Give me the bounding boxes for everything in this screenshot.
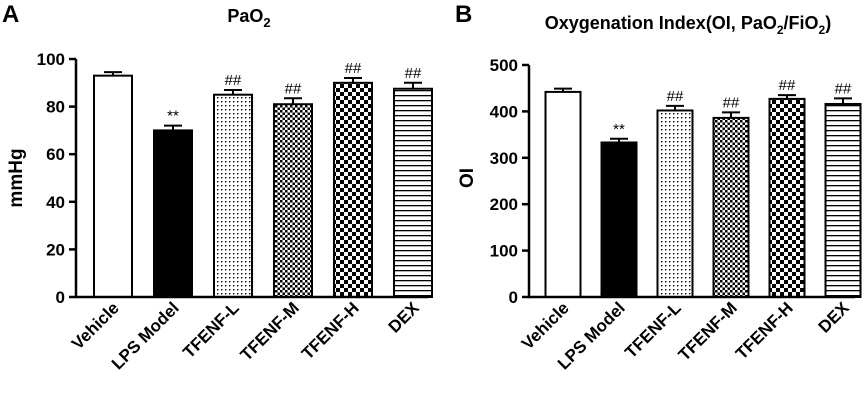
panel-letter-a: A <box>2 1 19 28</box>
axes-a <box>74 59 428 299</box>
y-tick-label-b-1: 100 <box>490 242 518 261</box>
y-tick-label-b-0: 0 <box>509 288 518 307</box>
bar-a-1 <box>153 129 193 298</box>
bar-b-0 <box>544 90 582 298</box>
y-tick-label-a-1: 20 <box>46 240 65 259</box>
y-tick-label-b-2: 200 <box>490 195 518 214</box>
y-axis-label-a: mmHg <box>6 148 27 207</box>
significance-label-b-5: ## <box>835 80 852 97</box>
panel-letter-b: B <box>455 1 472 28</box>
significance-label-a-2: ## <box>225 72 242 89</box>
x-tick-label-a-0: Vehicle <box>68 298 123 353</box>
y-tick-label-b-4: 400 <box>490 102 518 121</box>
significance-label-a-5: ## <box>405 65 422 82</box>
bar-b-3 <box>712 116 750 298</box>
bars-a: ** ## ## ## ## <box>93 60 433 298</box>
significance-label-b-4: ## <box>779 77 796 94</box>
bar-a-4 <box>333 81 373 298</box>
x-tick-label-b-5: DEX <box>815 298 854 337</box>
significance-label-a-4: ## <box>345 60 362 77</box>
y-tick-label-b-5: 500 <box>490 56 518 75</box>
x-tick-label-a-3: TFENF-M <box>237 298 303 364</box>
x-tick-label-b-4: TFENF-H <box>732 298 797 363</box>
bars-b: ** ## ## ## ## <box>544 77 862 299</box>
chart-title-a: PaO2 <box>227 6 270 30</box>
bar-a-2 <box>213 93 253 298</box>
significance-label-a-3: ## <box>285 80 302 97</box>
y-tick-label-a-0: 0 <box>56 288 65 307</box>
x-tick-label-a-2: TFENF-L <box>179 298 243 362</box>
significance-label-b-1: ** <box>613 121 625 138</box>
y-tick-label-a-2: 40 <box>46 193 65 212</box>
bar-b-1 <box>600 141 638 298</box>
x-tick-label-b-3: TFENF-M <box>675 298 741 364</box>
bar-a-5 <box>393 87 433 298</box>
chart-title-b: Oxygenation Index(OI, PaO2/FiO2) <box>545 13 831 37</box>
y-tick-label-a-5: 100 <box>37 50 65 69</box>
bar-a-3 <box>273 103 313 298</box>
y-axis-ticks-a: 0 20 40 60 80 100 <box>37 50 76 307</box>
chart-panel-b: B Oxygenation Index(OI, PaO2/FiO2) OI 0 1… <box>455 1 862 373</box>
axes-b <box>527 65 855 299</box>
bar-b-4 <box>768 97 806 299</box>
y-axis-ticks-b: 0 100 200 300 400 500 <box>490 56 529 307</box>
x-tick-label-a-5: DEX <box>385 298 424 337</box>
y-tick-label-a-4: 80 <box>46 98 65 117</box>
y-tick-label-a-3: 60 <box>46 145 65 164</box>
significance-label-a-1: ** <box>167 108 179 125</box>
bar-b-5 <box>824 102 862 298</box>
x-tick-label-a-4: TFENF-H <box>298 298 363 363</box>
y-tick-label-b-3: 300 <box>490 149 518 168</box>
y-axis-label-b: OI <box>457 168 478 188</box>
x-tick-label-b-0: Vehicle <box>518 298 573 353</box>
significance-label-b-2: ## <box>667 88 684 105</box>
chart-panel-a: A PaO2 mmHg 0 20 40 60 80 100 ** ## ## ## ## Vehi… <box>2 1 433 373</box>
significance-label-b-3: ## <box>723 94 740 111</box>
bar-a-0 <box>93 74 133 298</box>
bar-b-2 <box>656 109 694 298</box>
